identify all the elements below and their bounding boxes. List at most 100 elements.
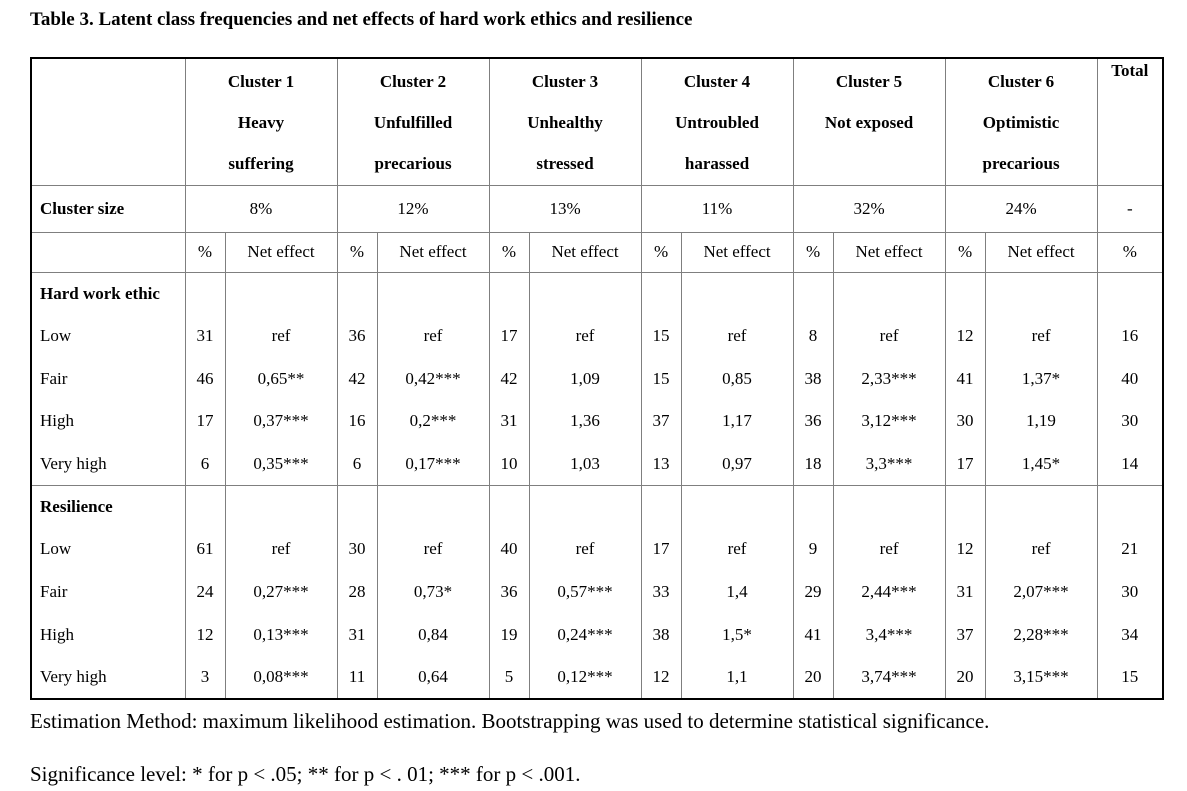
pct-cell-1: 46 [184, 357, 225, 401]
cluster-header-4: Cluster 4 Untroubled harassed [640, 58, 794, 186]
pct-cell-4: 13 [640, 442, 682, 486]
empty-cell [984, 485, 1098, 529]
row-label: Very high [30, 656, 185, 699]
net-effect-cell-2: 0,84 [376, 613, 490, 657]
cluster-name-line: stressed [536, 154, 594, 173]
pct-cell-5: 8 [792, 314, 834, 358]
net-effect-cell-6: 2,07*** [984, 570, 1098, 614]
cluster-size-value-3: 13% [488, 185, 642, 233]
data-row: High 12 0,13*** 31 0,84 19 0,24*** 38 1,5* 41 3,4*… [30, 613, 1164, 657]
net-effect-cell-2: 0,42*** [376, 357, 490, 401]
net-effect-cell-1: 0,08*** [224, 656, 338, 699]
section-header-row: Hard work ethic [30, 272, 1164, 315]
pct-cell-3: 36 [488, 570, 530, 614]
cluster-id: Cluster 3 [531, 72, 599, 91]
total-header: Total [1096, 58, 1164, 186]
cluster-size-value-1: 8% [184, 185, 338, 233]
net-effect-cell-4: 1,5* [680, 613, 794, 657]
net-effect-cell-4: 1,1 [680, 656, 794, 699]
cluster-header-row: Cluster 1 Heavy suffering Cluster 2 Unfulfil… [30, 58, 1164, 186]
section-header-row: Resilience [30, 485, 1164, 529]
empty-cell [792, 272, 834, 315]
total-cell: 34 [1096, 613, 1164, 657]
row-label: Low [30, 314, 185, 358]
total-cell: 30 [1096, 570, 1164, 614]
empty-cell [832, 485, 946, 529]
net-effect-cell-1: 0,37*** [224, 400, 338, 443]
subheader-pct-4: % [640, 232, 682, 273]
net-effect-cell-5: 3,4*** [832, 613, 946, 657]
cluster-id: Cluster 4 [683, 72, 751, 91]
cluster-size-label: Cluster size [30, 185, 185, 233]
cluster-name-line: Untroubled [675, 113, 759, 132]
pct-cell-3: 17 [488, 314, 530, 358]
subheader-net-1: Net effect [224, 232, 338, 273]
net-effect-cell-3: ref [528, 314, 642, 358]
cluster-size-value-6: 24% [944, 185, 1098, 233]
pct-cell-2: 11 [336, 656, 378, 699]
pct-cell-3: 40 [488, 528, 530, 571]
cluster-id: Cluster 5 [835, 72, 903, 91]
pct-cell-5: 38 [792, 357, 834, 401]
total-cell: 14 [1096, 442, 1164, 486]
pct-cell-4: 12 [640, 656, 682, 699]
empty-cell [184, 272, 225, 315]
pct-cell-5: 18 [792, 442, 834, 486]
net-effect-cell-3: ref [528, 528, 642, 571]
subheader-pct-2: % [336, 232, 378, 273]
row-label: Fair [30, 570, 185, 614]
results-table: Cluster 1 Heavy suffering Cluster 2 Unfulfil… [30, 57, 1165, 700]
pct-cell-1: 61 [184, 528, 225, 571]
table-body: Hard work ethic Low 31 ref 36 ref 17 ref 15 ref 8 r… [30, 272, 1164, 699]
total-cell: 40 [1096, 357, 1164, 401]
empty-cell [224, 485, 338, 529]
row-label: High [30, 613, 185, 657]
cluster-name-line: Heavy [237, 113, 285, 132]
pct-cell-6: 17 [944, 442, 986, 486]
net-effect-cell-5: 2,44*** [832, 570, 946, 614]
pct-cell-3: 5 [488, 656, 530, 699]
net-effect-cell-2: 0,2*** [376, 400, 490, 443]
cluster-name-line: suffering [228, 154, 294, 173]
net-effect-cell-6: ref [984, 314, 1098, 358]
net-effect-cell-6: 1,45* [984, 442, 1098, 486]
net-effect-cell-6: 1,37* [984, 357, 1098, 401]
pct-cell-6: 12 [944, 528, 986, 571]
net-effect-cell-3: 0,24*** [528, 613, 642, 657]
total-cell: 15 [1096, 656, 1164, 699]
net-effect-cell-4: ref [680, 528, 794, 571]
net-effect-cell-2: 0,64 [376, 656, 490, 699]
subheader-total-pct: % [1096, 232, 1164, 273]
empty-cell [680, 485, 794, 529]
net-effect-cell-3: 1,36 [528, 400, 642, 443]
pct-cell-5: 41 [792, 613, 834, 657]
subheader-pct-6: % [944, 232, 986, 273]
empty-cell [488, 272, 530, 315]
net-effect-cell-4: 0,85 [680, 357, 794, 401]
empty-cell [224, 272, 338, 315]
net-effect-cell-2: 0,17*** [376, 442, 490, 486]
empty-cell [792, 485, 834, 529]
net-effect-cell-3: 1,03 [528, 442, 642, 486]
pct-cell-3: 42 [488, 357, 530, 401]
section-label: Hard work ethic [30, 272, 185, 315]
empty-cell [944, 272, 986, 315]
pct-cell-1: 3 [184, 656, 225, 699]
pct-cell-5: 20 [792, 656, 834, 699]
net-effect-cell-5: 3,12*** [832, 400, 946, 443]
pct-cell-4: 37 [640, 400, 682, 443]
cluster-name-line: Optimistic [982, 113, 1060, 132]
table-title: Table 3. Latent class frequencies and ne… [30, 9, 693, 30]
row-label: High [30, 400, 185, 443]
pct-cell-2: 6 [336, 442, 378, 486]
net-effect-cell-1: ref [224, 314, 338, 358]
cluster-size-value-2: 12% [336, 185, 490, 233]
pct-cell-3: 19 [488, 613, 530, 657]
empty-cell [184, 485, 225, 529]
pct-cell-2: 30 [336, 528, 378, 571]
pct-cell-4: 15 [640, 357, 682, 401]
section-label: Resilience [30, 485, 185, 529]
cluster-id: Cluster 6 [987, 72, 1055, 91]
empty-cell [336, 272, 378, 315]
cluster-name-line: Unhealthy [527, 113, 603, 132]
